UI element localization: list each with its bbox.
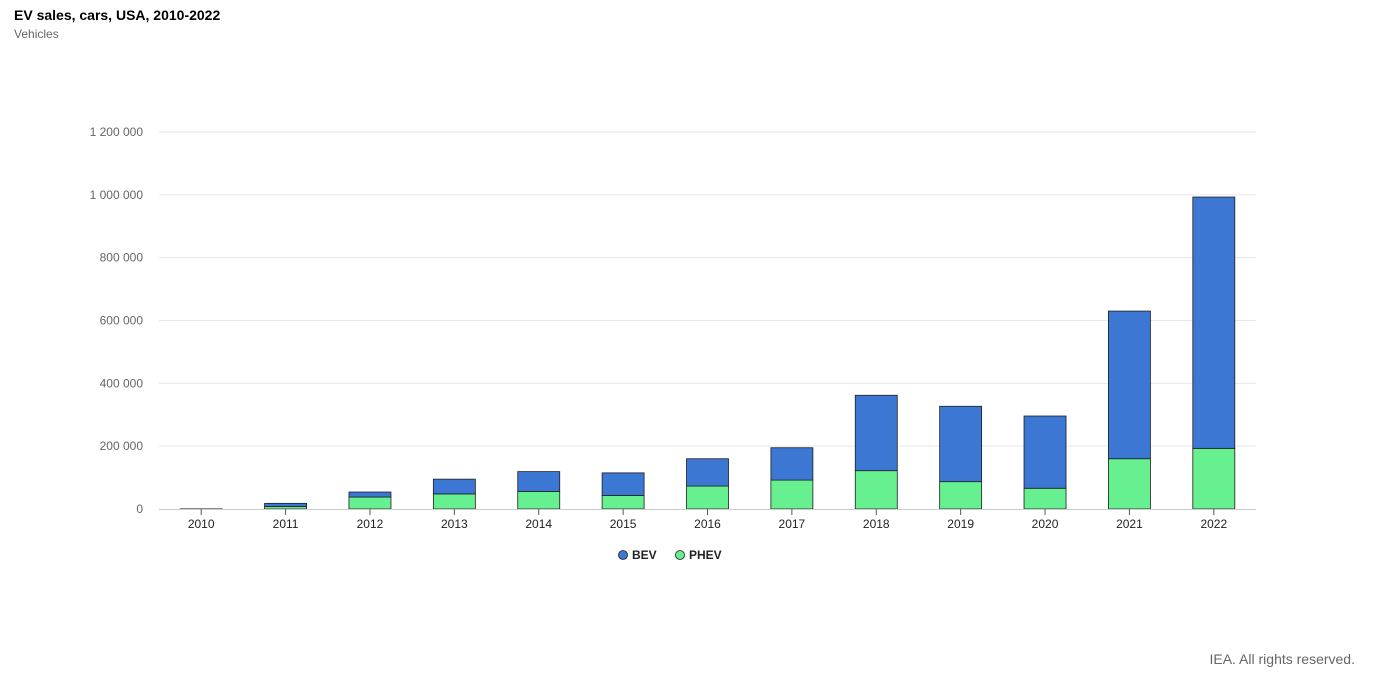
y-axis-tick-labels: 0 200 000 400 000 600 000 800 000 1 000 000 1 … <box>90 125 144 516</box>
bars <box>179 196 1236 510</box>
chart-title: EV sales, cars, USA, 2010-2022 <box>14 7 221 23</box>
x-tick-label: 2010 <box>188 517 215 531</box>
bar-phev-2021[interactable] <box>1108 458 1151 510</box>
x-tick-label: 2012 <box>357 517 384 531</box>
copyright-credit: IEA. All rights reserved. <box>1209 651 1355 667</box>
bar-bev-2017[interactable] <box>770 447 814 481</box>
bar-bev-2018[interactable] <box>854 394 898 472</box>
x-tick-label: 2019 <box>947 517 974 531</box>
x-tick-label: 2018 <box>863 517 890 531</box>
x-axis: 2010 2011 2012 2013 2014 2015 2016 2017 2018 2019… <box>159 509 1256 531</box>
bar-bev-2015[interactable] <box>601 472 645 496</box>
y-tick-label: 400 000 <box>100 376 144 390</box>
bar-phev-2020[interactable] <box>1023 487 1067 510</box>
bar-phev-2016[interactable] <box>686 485 729 510</box>
legend-marker-bev[interactable] <box>618 550 628 560</box>
bar-bev-2016[interactable] <box>686 458 729 487</box>
bar-phev-2019[interactable] <box>939 481 983 510</box>
grid-lines <box>159 131 1256 447</box>
legend-label-bev[interactable]: BEV <box>632 548 657 562</box>
y-tick-label: 600 000 <box>100 314 144 328</box>
y-tick-label: 200 000 <box>100 439 144 453</box>
legend-label-phev[interactable]: PHEV <box>689 548 722 562</box>
bar-phev-2012[interactable] <box>348 496 392 510</box>
chart-subtitle: Vehicles <box>14 27 59 41</box>
bar-phev-2013[interactable] <box>432 493 476 510</box>
bar-bev-2011[interactable] <box>264 502 307 507</box>
bar-bev-2013[interactable] <box>432 478 476 495</box>
bar-phev-2022[interactable] <box>1192 447 1236 510</box>
bar-bev-2022[interactable] <box>1192 196 1236 449</box>
y-tick-label: 800 000 <box>100 251 144 265</box>
x-tick-label: 2020 <box>1032 517 1059 531</box>
x-tick-label: 2011 <box>273 517 299 531</box>
x-tick-label: 2022 <box>1200 517 1227 531</box>
x-tick-label: 2021 <box>1116 517 1143 531</box>
y-tick-label: 0 <box>136 502 143 516</box>
bar-bev-2021[interactable] <box>1108 310 1151 460</box>
y-tick-label: 1 200 000 <box>90 125 144 139</box>
x-tick-label: 2015 <box>610 517 637 531</box>
x-tick-label: 2017 <box>779 517 806 531</box>
bar-bev-2020[interactable] <box>1023 415 1067 489</box>
x-tick-label: 2016 <box>694 517 721 531</box>
bar-phev-2018[interactable] <box>854 470 898 510</box>
x-tick-label: 2013 <box>441 517 468 531</box>
bar-bev-2014[interactable] <box>517 471 561 492</box>
legend: BEV PHEV <box>618 548 722 562</box>
y-tick-label: 1 000 000 <box>90 188 144 202</box>
bar-phev-2014[interactable] <box>517 491 561 510</box>
bar-phev-2017[interactable] <box>770 479 814 510</box>
legend-marker-phev[interactable] <box>675 550 685 560</box>
bar-bev-2019[interactable] <box>939 405 983 483</box>
bar-bev-2012[interactable] <box>348 491 392 498</box>
x-tick-label: 2014 <box>525 517 552 531</box>
bar-phev-2015[interactable] <box>601 495 645 510</box>
